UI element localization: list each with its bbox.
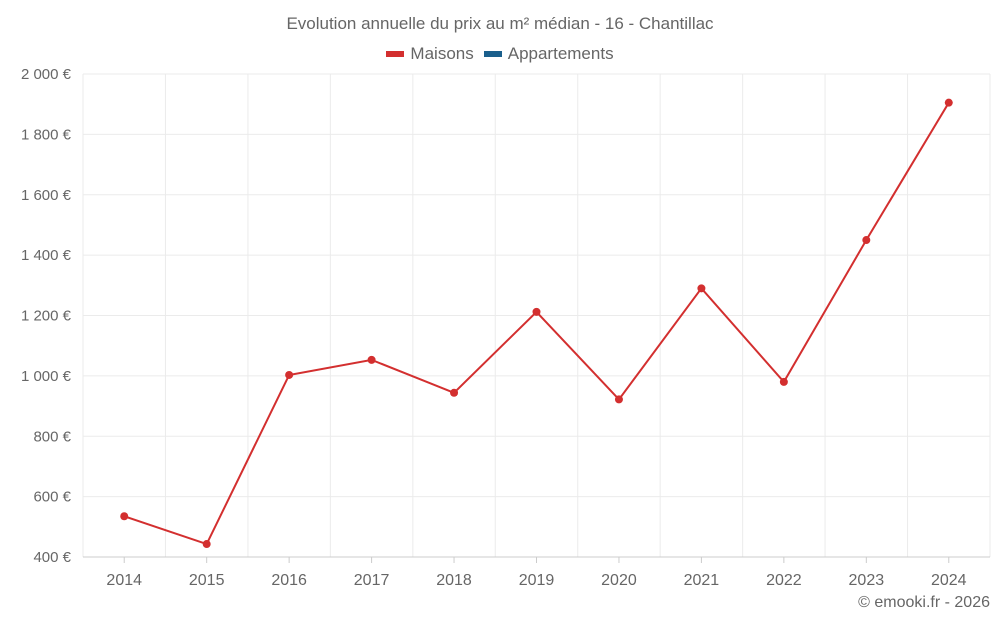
y-tick-label: 400 €	[33, 549, 71, 566]
x-tick-label: 2024	[931, 572, 967, 589]
legend-item-maisons[interactable]: Maisons	[386, 44, 474, 64]
data-point[interactable]	[779, 377, 788, 386]
x-tick-label: 2015	[189, 572, 225, 589]
legend-label-maisons: Maisons	[410, 44, 474, 63]
x-tick-label: 2020	[601, 572, 637, 589]
x-tick-label: 2014	[106, 572, 142, 589]
y-tick-label: 2 000 €	[21, 66, 72, 83]
chart-title: Evolution annuelle du prix au m² médian …	[286, 14, 714, 33]
legend-swatch-appartements	[483, 51, 502, 57]
y-tick-label: 1 600 €	[21, 187, 72, 204]
data-point[interactable]	[450, 388, 459, 397]
data-point[interactable]	[285, 370, 294, 379]
data-point[interactable]	[367, 355, 376, 364]
x-tick-label: 2021	[684, 572, 720, 589]
y-tick-label: 1 000 €	[21, 368, 72, 385]
y-tick-label: 600 €	[33, 489, 71, 506]
y-tick-label: 800 €	[33, 428, 71, 445]
y-tick-label: 1 800 €	[21, 126, 72, 143]
x-tick-label: 2023	[849, 572, 885, 589]
data-point[interactable]	[614, 395, 623, 404]
data-point[interactable]	[697, 284, 706, 293]
x-tick-label: 2019	[519, 572, 555, 589]
data-point[interactable]	[532, 307, 541, 316]
data-point[interactable]	[944, 98, 953, 107]
legend-swatch-maisons	[386, 51, 405, 57]
legend: Maisons Appartements	[0, 44, 1000, 64]
y-tick-label: 1 200 €	[21, 308, 72, 325]
x-tick-label: 2016	[271, 572, 307, 589]
x-tick-label: 2017	[354, 572, 390, 589]
legend-label-appartements: Appartements	[507, 44, 614, 63]
data-point[interactable]	[120, 512, 129, 521]
credit-text: © emooki.fr - 2026	[858, 594, 990, 611]
y-tick-label: 1 400 €	[21, 247, 72, 264]
x-tick-label: 2022	[766, 572, 802, 589]
data-point[interactable]	[202, 540, 211, 549]
legend-item-appartements[interactable]: Appartements	[483, 44, 614, 64]
x-tick-label: 2018	[436, 572, 472, 589]
data-point[interactable]	[862, 236, 871, 245]
